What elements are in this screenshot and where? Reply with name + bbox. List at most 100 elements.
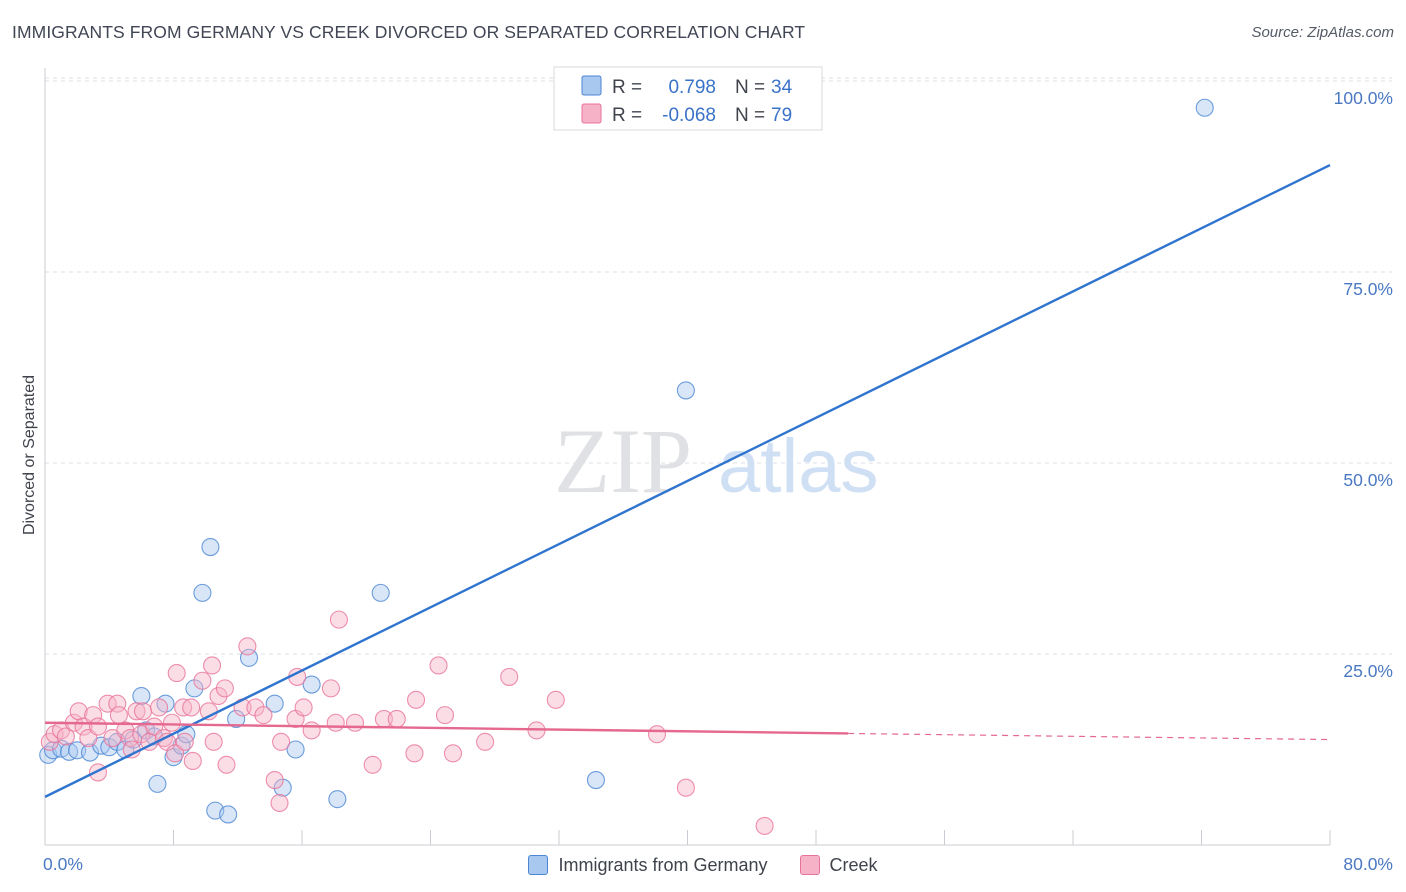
germany-point [286,740,305,759]
series-immigrants-from-germany-points [39,98,1214,824]
germany-point [586,771,605,790]
gridlines [45,77,1392,655]
y-tick-label-100: 100.0% [1334,88,1393,108]
creek-point [302,721,321,740]
y-axis-label: Divorced or Separated [21,375,38,535]
creek-point [209,686,228,706]
creek-point [345,713,365,732]
creek-point [109,706,128,725]
creek-point [329,610,348,629]
legend-label-creek: Creek [829,854,878,875]
germany-point [132,686,151,706]
creek-point [127,702,146,721]
creek-point [183,751,202,771]
creek-point [363,755,382,774]
creek-point [272,732,291,751]
germany-point [219,805,238,824]
germany-point [227,709,246,728]
legend-swatch-creek [581,103,602,124]
germany-point [201,537,220,557]
trend-lines [44,163,1331,798]
creek-point [755,816,774,835]
germany-point [1195,98,1214,117]
creek-point [647,725,667,744]
creek-point [238,637,257,656]
creek-point [476,732,495,751]
creek-point [98,694,117,713]
creek-point [326,713,345,732]
legend-swatch-germany [581,75,602,96]
legend-item-creek: Creek [799,854,878,876]
creek-point [175,732,194,751]
creek-point [162,713,181,732]
creek-point [405,744,424,763]
germany-trend-line [44,163,1331,798]
creek-point [121,728,140,748]
bottom-legend: Immigrants from Germany Creek [0,850,1406,880]
germany-point [265,694,284,713]
creek-point [270,793,289,813]
y-tick-label-75: 75.0% [1343,279,1393,299]
creek-point [204,732,223,751]
germany-point [676,381,695,400]
creek-point [387,709,406,728]
creek-point [294,698,313,717]
creek-point [149,698,169,717]
creek-point [88,717,108,736]
germany-point [328,790,347,809]
creek-point [265,771,284,790]
watermark-atlas: atlas [718,424,879,509]
creek-point [546,690,565,709]
legend-n-label-0: N = [735,77,765,98]
creek-point [182,698,201,717]
legend-n-value-0: 34 [771,77,793,98]
creek-point [203,656,222,675]
legend-label-germany: Immigrants from Germany [558,854,768,875]
legend-r-value-1: -0.068 [662,105,716,126]
germany-point [80,743,100,762]
creek-trend-line [44,721,849,735]
series-creek-points [40,610,774,835]
creek-point [133,702,153,721]
creek-point [406,690,426,709]
creek-point [500,667,519,686]
legend-r-label-1: R = [612,105,642,126]
creek-trend-line-extension [848,732,1331,741]
chart-source: Source: ZipAtlas.com [1251,24,1394,41]
axes [44,68,1331,846]
legend-item-germany: Immigrants from Germany [528,854,768,876]
germany-point [148,774,167,793]
watermark-zip: ZIP [554,410,692,512]
germany-point [239,648,259,667]
stats-legend: R = 0.798 N = 34 R = -0.068 N = 79 [553,66,823,131]
germany-point [371,583,390,602]
chart-title: IMMIGRANTS FROM GERMANY VS CREEK DIVORCE… [12,22,806,42]
creek-point [193,671,212,690]
legend-r-label-0: R = [612,77,642,98]
creek-point [676,778,695,797]
creek-point [217,755,236,774]
germany-point [302,675,321,694]
watermark: ZIP atlas [554,410,879,512]
legend-r-value-0: 0.798 [668,77,716,98]
creek-point [56,727,75,746]
legend-n-label-1: N = [735,105,765,126]
germany-point [193,583,212,602]
legend-swatch-germany-bottom [528,855,549,875]
creek-point [215,679,234,698]
creek-point [435,706,455,725]
tick-labels: 25.0% 50.0% 75.0% 100.0% 0.0% 80.0% [43,88,1393,874]
x-tick-label-80: 80.0% [1343,854,1393,874]
legend-n-value-1: 79 [771,105,792,126]
creek-point [254,706,273,725]
legend-swatch-creek-bottom [799,855,820,875]
creek-point [108,694,127,713]
x-tick-label-0: 0.0% [43,854,83,874]
creek-point [443,744,463,763]
creek-point [167,664,186,683]
y-tick-label-50: 50.0% [1343,470,1393,490]
y-tick-label-25: 25.0% [1343,661,1393,681]
creek-point [321,679,340,698]
creek-point [429,656,448,675]
